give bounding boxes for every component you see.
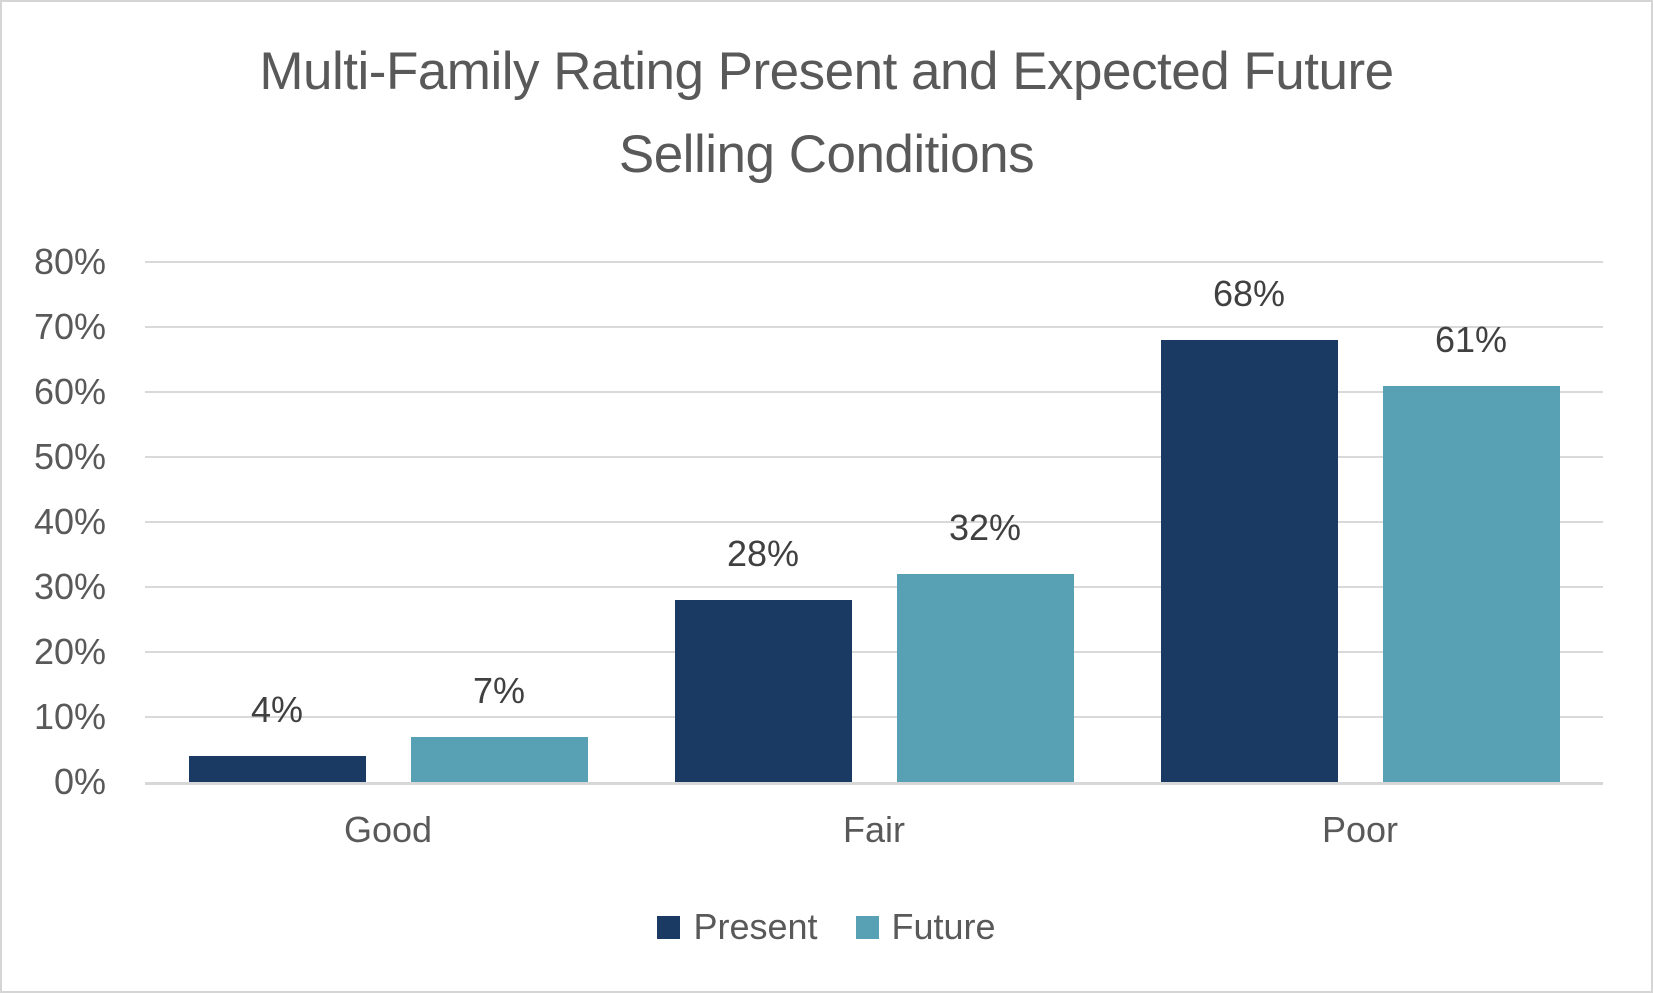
present-series-swatch-icon xyxy=(657,915,681,939)
gridline-80 xyxy=(145,261,1603,263)
gridline-50 xyxy=(145,456,1603,458)
chart-title-line2: Selling Conditions xyxy=(618,125,1035,184)
bar-future-fair xyxy=(896,574,1074,782)
chart-title: Multi-Family Rating Present and Expected… xyxy=(2,30,1651,196)
gridline-30 xyxy=(145,586,1603,588)
data-label-present-fair: 28% xyxy=(726,533,800,574)
legend: Present Future xyxy=(2,905,1651,949)
plot-area: 4% 7% 28% 32% 68% 61% xyxy=(145,261,1603,785)
y-axis-label-40: 40% xyxy=(33,501,106,542)
y-axis-label-10: 10% xyxy=(33,696,106,737)
x-axis-label-good: Good xyxy=(343,809,433,850)
y-axis-label-60: 60% xyxy=(33,371,106,412)
y-axis-label-0: 0% xyxy=(53,761,106,802)
gridline-40 xyxy=(145,521,1603,523)
gridline-60 xyxy=(145,391,1603,393)
bar-present-fair xyxy=(674,600,852,782)
y-axis-label-20: 20% xyxy=(33,631,106,672)
data-label-present-good: 4% xyxy=(250,689,304,730)
gridline-10 xyxy=(145,716,1603,718)
legend-item-future: Future xyxy=(855,905,996,949)
legend-label-future: Future xyxy=(891,906,996,947)
y-axis-label-30: 30% xyxy=(33,566,106,607)
data-label-future-fair: 32% xyxy=(948,507,1022,548)
gridline-70 xyxy=(145,326,1603,328)
data-label-future-good: 7% xyxy=(472,669,526,711)
x-axis-baseline xyxy=(145,782,1603,785)
x-axis-label-fair: Fair xyxy=(843,809,905,850)
bar-future-poor xyxy=(1382,385,1560,782)
data-label-present-poor: 68% xyxy=(1212,273,1286,314)
y-axis-label-70: 70% xyxy=(33,306,106,347)
bar-present-good xyxy=(188,756,366,782)
legend-item-present: Present xyxy=(657,905,818,949)
chart-title-line1: Multi-Family Rating Present and Expected… xyxy=(259,42,1394,101)
x-axis-label-poor: Poor xyxy=(1321,809,1399,850)
bar-future-good xyxy=(410,736,588,782)
y-axis-label-50: 50% xyxy=(33,436,106,477)
y-axis-label-80: 80% xyxy=(33,241,106,282)
gridline-20 xyxy=(145,651,1603,653)
data-label-future-poor: 61% xyxy=(1434,318,1508,360)
future-series-swatch-icon xyxy=(855,915,879,939)
legend-label-present: Present xyxy=(693,906,818,947)
bar-present-poor xyxy=(1160,340,1338,782)
